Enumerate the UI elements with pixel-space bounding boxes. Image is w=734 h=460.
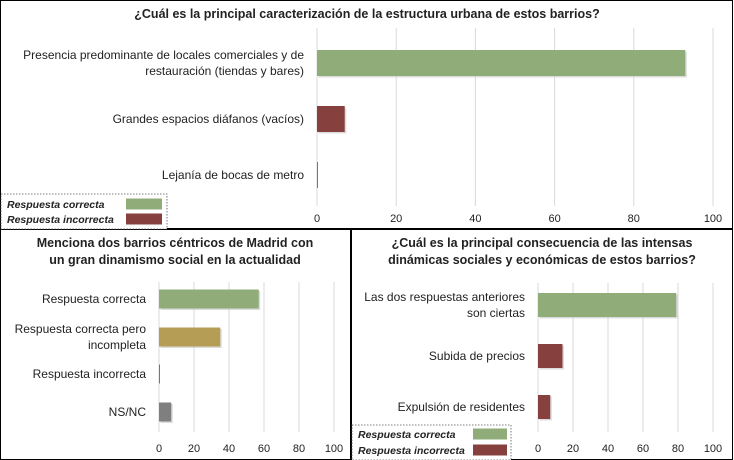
- legends-layer: Respuesta correcta Respuesta incorrecta Re…: [0, 193, 512, 460]
- category-label: restauración (tiendas y bares): [145, 64, 304, 78]
- category-label: Respuesta correcta pero: [15, 322, 147, 336]
- bar: [317, 162, 318, 188]
- bar: [159, 289, 259, 309]
- panel-frame: [0, 0, 733, 229]
- chart-title: un gran dinamismo social en la actualida…: [49, 253, 300, 267]
- x-tick-label: 60: [258, 443, 270, 455]
- category-label: son ciertas: [467, 306, 525, 320]
- x-tick-label: 80: [628, 213, 640, 225]
- legend-label: Respuesta incorrecta: [7, 214, 114, 226]
- x-tick-label: 80: [672, 443, 684, 455]
- bar: [317, 50, 686, 76]
- x-tick-label: 20: [567, 443, 579, 455]
- category-label: Las dos respuestas anteriores: [364, 290, 525, 304]
- legend-label: Respuesta incorrecta: [358, 445, 465, 457]
- bar: [538, 293, 677, 317]
- x-tick-label: 80: [293, 443, 305, 455]
- bar: [159, 364, 160, 384]
- legend-label: Respuesta correcta: [358, 429, 456, 441]
- bars-layer: [159, 50, 687, 423]
- category-label: Lejanía de bocas de metro: [162, 168, 304, 182]
- category-label: Subida de precios: [429, 349, 525, 363]
- category-label: Respuesta incorrecta: [33, 367, 147, 381]
- legend-swatch: [473, 428, 507, 440]
- bar: [159, 402, 172, 422]
- legend-swatch: [473, 444, 507, 456]
- category-label: NS/NC: [109, 405, 147, 419]
- x-tick-label: 60: [548, 213, 560, 225]
- bar: [317, 106, 345, 132]
- x-tick-label: 100: [325, 443, 343, 455]
- x-tick-label: 40: [469, 213, 481, 225]
- legend-label: Respuesta correcta: [7, 199, 105, 211]
- chart-title: dinámicas sociales y económicas de estos…: [388, 253, 696, 267]
- x-tick-label: 20: [188, 443, 200, 455]
- x-tick-label: 40: [602, 443, 614, 455]
- text-layer: 0 20 40 60 80 100 Presencia predominante de lo…: [15, 7, 723, 455]
- x-tick-label: 100: [704, 213, 722, 225]
- legend-swatch: [126, 213, 162, 225]
- bar: [159, 327, 221, 347]
- x-tick-label: 0: [535, 443, 541, 455]
- x-tick-label: 20: [390, 213, 402, 225]
- legend-swatch: [126, 198, 162, 210]
- x-tick-label: 0: [156, 443, 162, 455]
- chart-title: Menciona dos barrios céntricos de Madrid…: [37, 236, 313, 250]
- bar: [538, 344, 563, 368]
- chart-title: ¿Cuál es la principal consecuencia de la…: [392, 236, 693, 250]
- x-tick-label: 60: [637, 443, 649, 455]
- bar: [538, 395, 551, 419]
- category-label: Presencia predominante de locales comerc…: [23, 48, 304, 62]
- x-tick-label: 100: [704, 443, 722, 455]
- x-tick-label: 0: [314, 213, 320, 225]
- category-label: Grandes espacios diáfanos (vacíos): [113, 112, 304, 126]
- category-label: Expulsión de residentes: [398, 400, 525, 414]
- category-label: Respuesta correcta: [42, 292, 146, 306]
- x-tick-label: 40: [223, 443, 235, 455]
- category-label: incompleta: [88, 338, 146, 352]
- chart-title: ¿Cuál es la principal caracterización de…: [134, 7, 599, 21]
